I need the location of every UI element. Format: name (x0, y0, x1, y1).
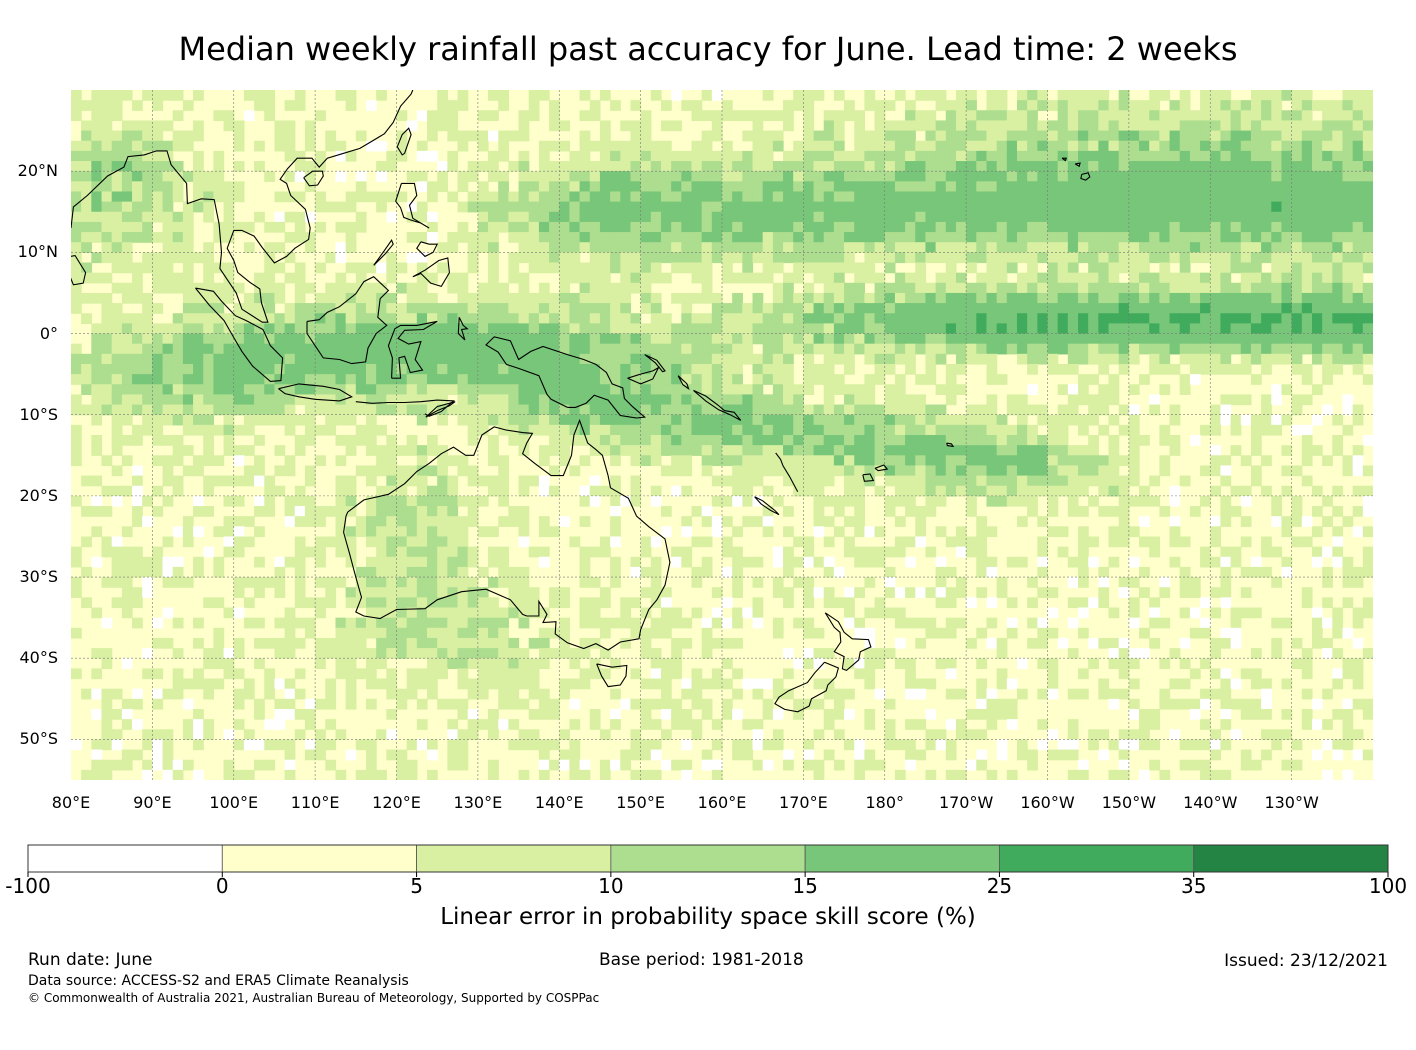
lat-label: 10°N (17, 242, 58, 262)
colorbar-frame (27, 844, 1389, 873)
lon-label: 80°E (51, 793, 91, 812)
colorbar-segment (221, 844, 417, 873)
skill-field (71, 90, 1373, 780)
colorbar-tick-label: 10 (598, 874, 624, 898)
base-period: Base period: 1981-2018 (599, 950, 804, 970)
lon-label: 120°E (372, 793, 421, 812)
colorbar-tick-label: -100 (5, 874, 51, 898)
bougainville-coast (677, 375, 690, 391)
run-date: Run date: June (28, 950, 153, 970)
lat-label: 50°S (19, 729, 58, 749)
new-britain-coast (627, 366, 660, 385)
new-guinea-west-coast (485, 336, 568, 408)
taiwan-coast (396, 127, 412, 156)
nz-south-coast (774, 661, 840, 713)
visayas-coast (416, 241, 439, 258)
colorbar-tick-label: 35 (1180, 874, 1207, 898)
sri-lanka-coast (71, 254, 87, 286)
sumatra-coast (195, 287, 284, 382)
vanuatu-coast (775, 452, 799, 493)
lat-label: 40°S (19, 648, 58, 668)
mindanao-coast (412, 257, 450, 288)
palawan-coast (373, 239, 394, 266)
colorbar-segment (416, 844, 612, 873)
new-caledonia-coast (754, 496, 780, 516)
coastlines (71, 90, 1091, 713)
hawaii-oahu-coast (1061, 157, 1067, 162)
luzon-coast (395, 182, 430, 229)
data-source: Data source: ACCESS-S2 and ERA5 Climate … (28, 973, 409, 989)
map-title: Median weekly rainfall past accuracy for… (178, 30, 1238, 68)
lon-label: 140°E (534, 793, 584, 812)
graticule (71, 90, 1373, 780)
nz-north-coast (824, 612, 872, 672)
lat-label: 20°N (17, 161, 58, 181)
hawaii-maui-coast (1074, 162, 1081, 168)
hainan-coast (303, 170, 324, 187)
fiji-coast (862, 473, 875, 482)
sulawesi-coast (387, 320, 438, 379)
timor-coast (425, 401, 456, 418)
colorbar-segment (27, 844, 223, 873)
colorbar-tick-label: 5 (410, 874, 423, 898)
copyright: © Commonwealth of Australia 2021, Austra… (28, 991, 600, 1005)
tasmania-coast (596, 663, 628, 688)
colorbar-label: Linear error in probability space skill … (440, 904, 976, 930)
colorbar-tick-label: 0 (215, 874, 229, 898)
lat-label: 10°S (19, 404, 58, 424)
lesser-sunda-coast (355, 399, 455, 417)
lon-label: 100°E (209, 793, 259, 812)
lon-label: 130°W (1264, 793, 1319, 812)
lon-label: 160°W (1020, 793, 1075, 812)
colorbar-segment (804, 844, 1000, 873)
lon-label: 130°E (453, 793, 503, 812)
lon-label: 110°E (290, 793, 340, 812)
lon-label: 90°E (133, 793, 172, 812)
samoa-coast (946, 442, 955, 448)
lat-label: 20°S (19, 485, 58, 505)
hawaii-coast (1080, 172, 1091, 181)
lon-label: 150°W (1101, 793, 1157, 812)
lat-label: 30°S (19, 567, 58, 587)
colorbar-tick-label: 15 (792, 874, 818, 898)
solomons-coast (693, 389, 742, 421)
lon-label: 170°E (779, 793, 828, 812)
lat-label: 0° (39, 323, 58, 343)
lon-label: 150°E (616, 793, 665, 812)
lon-label: 180° (865, 793, 905, 812)
colorbar-tick-label: 25 (986, 874, 1013, 898)
lon-label: 160°E (697, 793, 747, 812)
borneo-coast (306, 276, 390, 365)
australia-coast (343, 418, 671, 651)
colorbar-segment (1193, 844, 1389, 873)
colorbar-segment (610, 844, 806, 873)
new-ireland-coast (644, 354, 666, 373)
lon-label: 170°W (938, 793, 994, 812)
png-coast (567, 354, 647, 419)
colorbar-tick-label: 100 (1368, 874, 1408, 898)
halmahera-coast (457, 317, 469, 341)
mainland-asia-coast (71, 90, 414, 323)
colorbar (27, 844, 1389, 877)
issued-date: Issued: 23/12/2021 (1224, 951, 1388, 971)
java-coast (278, 383, 354, 402)
colorbar-segment (999, 844, 1195, 873)
fiji-vanua-coast (874, 464, 889, 472)
lon-label: 140°W (1183, 793, 1238, 812)
